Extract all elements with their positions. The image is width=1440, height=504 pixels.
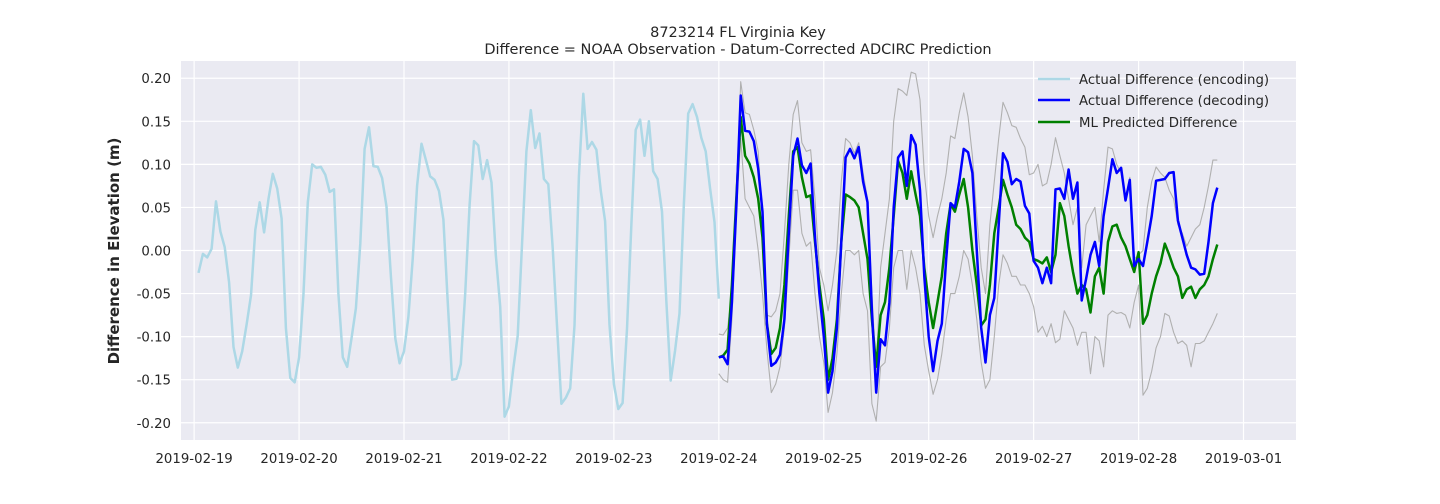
y-tick-label: -0.15 bbox=[137, 374, 171, 389]
x-tick-label: 2019-02-26 bbox=[890, 452, 967, 467]
y-tick-label: -0.20 bbox=[137, 417, 171, 432]
x-tick-label: 2019-02-23 bbox=[575, 452, 652, 467]
chart-subtitle: Difference = NOAA Observation - Datum-Co… bbox=[484, 42, 991, 58]
series-line-0 bbox=[197, 92, 721, 418]
x-tick-label: 2019-02-20 bbox=[260, 452, 337, 467]
x-tick-label: 2019-02-24 bbox=[680, 452, 757, 467]
x-tick-label: 2019-02-21 bbox=[365, 452, 442, 467]
legend: Actual Difference (encoding) Actual Diff… bbox=[1038, 73, 1269, 131]
x-tick-label: 2019-03-01 bbox=[1205, 452, 1282, 467]
y-tick-label: -0.10 bbox=[137, 331, 171, 346]
series-group bbox=[197, 71, 1219, 422]
y-tick-label: 0.15 bbox=[141, 115, 171, 130]
x-tick-label: 2019-02-28 bbox=[1100, 452, 1177, 467]
y-tick-label: 0.10 bbox=[141, 158, 171, 173]
chart-title: 8723214 FL Virginia Key bbox=[650, 25, 826, 41]
y-tick-label: 0.05 bbox=[141, 201, 171, 216]
x-tick-label: 2019-02-25 bbox=[785, 452, 862, 467]
x-tick-labels: 2019-02-19 2019-02-20 2019-02-21 2019-02-22… bbox=[155, 452, 1282, 467]
legend-label-ml-predicted: ML Predicted Difference bbox=[1079, 116, 1237, 131]
y-tick-label: 0.20 bbox=[141, 72, 171, 87]
y-tick-label: -0.05 bbox=[137, 288, 171, 303]
series-line-1 bbox=[718, 94, 1219, 394]
x-tick-label: 2019-02-22 bbox=[470, 452, 547, 467]
series-line-2 bbox=[718, 115, 1219, 381]
legend-label-encoding: Actual Difference (encoding) bbox=[1079, 73, 1269, 88]
x-tick-label: 2019-02-27 bbox=[995, 452, 1072, 467]
bound-line-2 bbox=[718, 137, 1218, 422]
x-tick-label: 2019-02-19 bbox=[155, 452, 232, 467]
y-axis-label: Difference in Elevation (m) bbox=[105, 138, 123, 365]
y-tick-label: 0.00 bbox=[141, 245, 171, 260]
y-tick-labels: 0.20 0.15 0.10 0.05 0.00 -0.05 -0.10 -0.15 -0.20 bbox=[137, 72, 171, 432]
legend-label-decoding: Actual Difference (decoding) bbox=[1079, 94, 1269, 109]
